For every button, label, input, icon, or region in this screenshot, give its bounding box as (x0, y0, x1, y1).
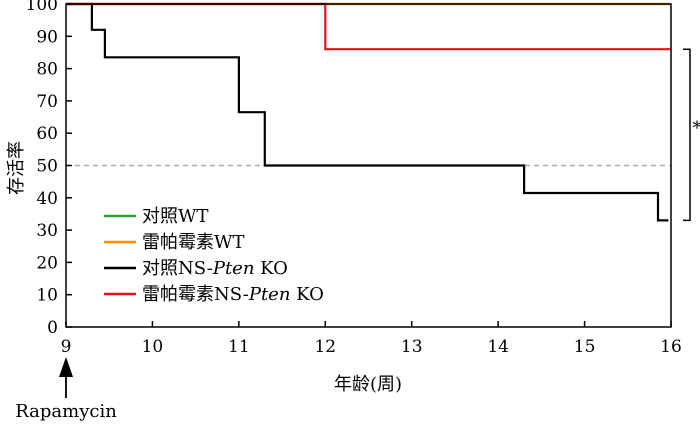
legend-label-part: Pten (212, 258, 255, 279)
legend-label-3: 雷帕霉素NS-Pten KO (142, 284, 324, 305)
significance-bracket (683, 48, 691, 222)
x-tick-label-14: 14 (487, 337, 509, 357)
legend-label-part: 对照NS- (142, 258, 213, 279)
x-tick-label-13: 13 (401, 337, 423, 357)
legend-label-part: Pten (248, 284, 291, 305)
annotation-layer (59, 48, 691, 398)
series-line-2 (66, 2, 669, 222)
y-tick-label-50: 50 (36, 157, 58, 177)
y-tick-label-30: 30 (36, 221, 58, 241)
y-tick-label-40: 40 (36, 189, 58, 209)
x-axis-label: 年龄(周) (334, 374, 402, 395)
series-layer (66, 2, 671, 222)
y-tick-label-100: 100 (26, 0, 58, 15)
legend-label-part: KO (290, 284, 323, 305)
y-tick-label-10: 10 (36, 286, 58, 306)
series-line-3 (66, 2, 671, 51)
x-tick-label-11: 11 (228, 337, 250, 357)
x-tick-label-9: 9 (61, 337, 72, 357)
labels-layer: 年龄(周) 存活率 Rapamycin * (6, 118, 700, 422)
y-tick-label-20: 20 (36, 253, 58, 273)
significance-star: * (693, 118, 700, 139)
rapamycin-arrow-head (59, 357, 73, 377)
y-axis-label: 存活率 (6, 141, 27, 195)
y-tick-label-0: 0 (47, 318, 58, 338)
x-tick-label-15: 15 (574, 337, 596, 357)
x-tick-label-12: 12 (314, 337, 336, 357)
y-tick-label-60: 60 (36, 124, 58, 144)
legend-label-part: KO (254, 258, 287, 279)
legend-label-2: 对照NS-Pten KO (142, 258, 288, 279)
x-tick-label-10: 10 (142, 337, 164, 357)
y-tick-label-90: 90 (36, 27, 58, 47)
y-tick-label-70: 70 (36, 92, 58, 112)
rapamycin-label: Rapamycin (15, 401, 117, 422)
legend-label-part: 雷帕霉素NS- (142, 284, 249, 305)
x-tick-label-16: 16 (660, 337, 682, 357)
ticks-layer: 9 10 11 12 13 14 15 16 0 10 20 30 40 50 60 70 80 90 100 (26, 0, 682, 357)
y-tick-label-80: 80 (36, 60, 58, 80)
legend-label-0: 对照WT (142, 206, 209, 227)
legend-label-1: 雷帕霉素WT (142, 232, 245, 253)
